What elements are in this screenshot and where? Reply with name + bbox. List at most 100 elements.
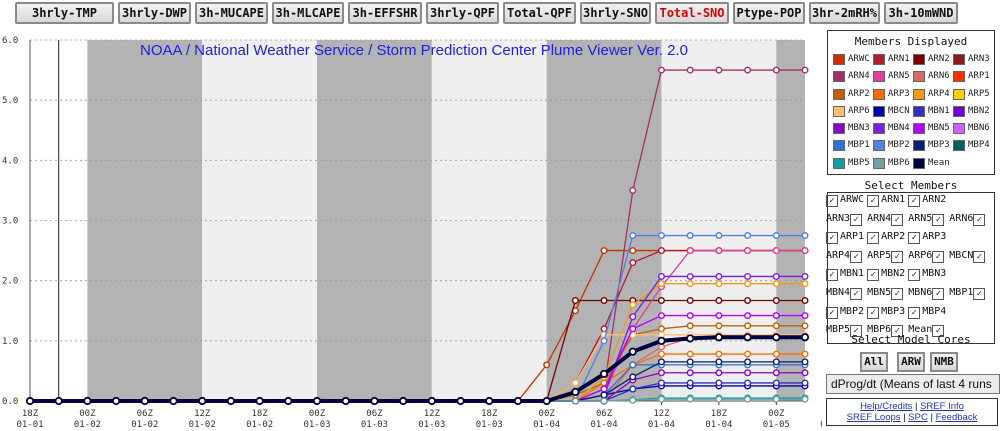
member-checkbox-arn2[interactable]: ✓ ARN2 bbox=[908, 194, 946, 207]
right-panel: Members Displayed ARWC ARN1 ARN2 ARN3 ARN4 AR… bbox=[822, 30, 1000, 427]
member-checkbox-arn3[interactable]: ARN3 ✓ bbox=[826, 213, 864, 226]
checkbox-check-icon[interactable]: ✓ bbox=[908, 232, 921, 245]
checkbox-check-icon[interactable]: ✓ bbox=[850, 250, 863, 263]
checkbox-check-icon[interactable]: ✓ bbox=[932, 287, 945, 300]
member-checkbox-mbp5[interactable]: MBP5 ✓ bbox=[826, 324, 864, 338]
checkbox-check-icon[interactable]: ✓ bbox=[932, 213, 945, 226]
product-button-3h-mucape[interactable]: 3h-MUCAPE bbox=[195, 2, 268, 24]
product-button-3h-effshr[interactable]: 3h-EFFSHR bbox=[348, 2, 422, 24]
product-button-3hrly-qpf[interactable]: 3hrly-QPF bbox=[426, 2, 499, 24]
member-checkbox-arp5[interactable]: ARP5 ✓ bbox=[867, 250, 905, 263]
member-checkbox-arp2[interactable]: ✓ ARP2 bbox=[867, 231, 905, 245]
series-point-arn1 bbox=[657, 247, 665, 255]
checkbox-check-icon[interactable]: ✓ bbox=[826, 195, 838, 207]
checkbox-check-icon[interactable]: ✓ bbox=[867, 232, 880, 245]
product-button-3h-10mwnd[interactable]: 3h-10mWND bbox=[884, 2, 958, 24]
product-button-ptype-pop[interactable]: Ptype-POP bbox=[733, 2, 805, 24]
help-credits-link[interactable]: Help/Credits bbox=[860, 401, 913, 412]
checkbox-check-icon[interactable]: ✓ bbox=[891, 287, 904, 300]
legend-swatch bbox=[913, 105, 925, 117]
core-button-arw[interactable]: ARW bbox=[897, 352, 925, 372]
checkbox-check-icon[interactable]: ✓ bbox=[908, 269, 921, 282]
member-checkbox-mbn5[interactable]: MBN5 ✓ bbox=[867, 287, 905, 300]
product-button-3hrly-sno[interactable]: 3hrly-SNO bbox=[580, 2, 651, 24]
member-checkbox-arp1[interactable]: ✓ ARP1 bbox=[826, 231, 864, 245]
sref-info-link[interactable]: SREF Info bbox=[920, 401, 964, 412]
member-checkbox-arn5[interactable]: ARN5 ✓ bbox=[908, 213, 946, 226]
series-point-arp4 bbox=[629, 301, 637, 309]
product-button-3hrly-tmp[interactable]: 3hrly-TMP bbox=[15, 2, 114, 24]
legend-swatch bbox=[953, 71, 965, 83]
product-button-3hrly-dwp[interactable]: 3hrly-DWP bbox=[118, 2, 191, 24]
model-cores-title: Select Model Cores bbox=[851, 333, 971, 346]
checkbox-check-icon[interactable]: ✓ bbox=[867, 306, 880, 319]
checkbox-check-icon[interactable]: ✓ bbox=[932, 250, 945, 263]
series-point-arn1 bbox=[600, 325, 608, 333]
checkbox-check-icon[interactable]: ✓ bbox=[891, 250, 904, 263]
checkbox-check-icon[interactable]: ✓ bbox=[973, 250, 986, 263]
member-checkbox-mbn6[interactable]: MBN6 ✓ bbox=[908, 287, 946, 300]
legend-label: MBN4 bbox=[888, 123, 910, 134]
dprog-dt-button[interactable]: dProg/dt (Means of last 4 runs bbox=[826, 374, 1000, 394]
legend-swatch bbox=[873, 123, 885, 135]
feedback-link[interactable]: Feedback bbox=[935, 412, 978, 423]
member-checkbox-arwc[interactable]: ✓ ARWC bbox=[826, 194, 864, 207]
y-tick-label: 0.0 bbox=[2, 397, 18, 407]
member-checkbox-arn6[interactable]: ARN6 ✓ bbox=[949, 213, 987, 226]
series-point-arn2 bbox=[715, 297, 723, 305]
checkbox-check-icon[interactable]: ✓ bbox=[908, 195, 921, 207]
checkbox-check-icon[interactable]: ✓ bbox=[850, 287, 863, 300]
checkbox-check-icon[interactable]: ✓ bbox=[850, 213, 863, 226]
series-point-arp4 bbox=[744, 280, 752, 288]
member-checkbox-mean[interactable]: Mean ✓ bbox=[908, 324, 946, 338]
legend-swatch bbox=[833, 71, 845, 83]
product-button-total-qpf[interactable]: Total-QPF bbox=[503, 2, 576, 24]
member-checkbox-mbcn[interactable]: MBCN ✓ bbox=[949, 250, 987, 263]
member-checkbox-arp6[interactable]: ARP6 ✓ bbox=[908, 250, 946, 263]
series-point-arn4 bbox=[629, 186, 637, 194]
member-checkbox-mbp1[interactable]: MBP1 ✓ bbox=[949, 287, 987, 300]
member-checkbox-mbp3[interactable]: ✓ MBP3 bbox=[867, 306, 905, 319]
member-checkbox-arp3[interactable]: ✓ ARP3 bbox=[908, 231, 946, 245]
checkbox-check-icon[interactable]: ✓ bbox=[891, 213, 904, 226]
series-point-mean bbox=[226, 396, 236, 406]
member-checkbox-mbp2[interactable]: ✓ MBP2 bbox=[826, 306, 864, 319]
product-button-3hr-2mrh-[interactable]: 3hr-2mRH% bbox=[809, 2, 880, 24]
series-point-arp2 bbox=[744, 322, 752, 330]
member-checkbox-arp4[interactable]: ARP4 ✓ bbox=[826, 250, 864, 263]
series-point-mean bbox=[542, 396, 551, 406]
checkbox-check-icon[interactable]: ✓ bbox=[826, 232, 838, 245]
series-point-arn4 bbox=[801, 66, 809, 74]
checkbox-check-icon[interactable]: ✓ bbox=[867, 195, 880, 207]
series-point-mean bbox=[112, 396, 121, 406]
member-checkbox-mbp4[interactable]: ✓ MBP4 bbox=[908, 306, 946, 319]
series-point-arn4 bbox=[772, 66, 780, 74]
core-button-all[interactable]: All bbox=[860, 352, 888, 372]
checkbox-check-icon[interactable]: ✓ bbox=[850, 325, 863, 338]
member-checkbox-mbn2[interactable]: ✓ MBN2 bbox=[867, 268, 905, 282]
product-button-total-sno[interactable]: Total-SNO bbox=[655, 2, 729, 24]
core-button-nmb[interactable]: NMB bbox=[930, 352, 958, 372]
checkbox-check-icon[interactable]: ✓ bbox=[891, 325, 904, 338]
x-tick-date-label: 01-01 bbox=[16, 420, 43, 427]
checkbox-check-icon[interactable]: ✓ bbox=[932, 325, 945, 338]
member-checkbox-mbn3[interactable]: ✓ MBN3 bbox=[908, 268, 946, 282]
checkbox-check-icon[interactable]: ✓ bbox=[973, 287, 986, 300]
spc-link[interactable]: SPC bbox=[908, 412, 928, 423]
y-tick-label: 4.0 bbox=[2, 156, 18, 166]
member-checkbox-mbn4[interactable]: MBN4 ✓ bbox=[826, 287, 864, 300]
legend-swatch bbox=[873, 157, 885, 169]
product-button-3h-mlcape[interactable]: 3h-MLCAPE bbox=[272, 2, 344, 24]
checkbox-check-icon[interactable]: ✓ bbox=[867, 269, 880, 282]
member-checkbox-arn4[interactable]: ARN4 ✓ bbox=[867, 213, 905, 226]
member-checkbox-mbn1[interactable]: ✓ MBN1 bbox=[826, 268, 864, 282]
checkbox-check-icon[interactable]: ✓ bbox=[826, 306, 838, 319]
checkbox-check-icon[interactable]: ✓ bbox=[826, 269, 838, 282]
checkbox-check-icon[interactable]: ✓ bbox=[973, 213, 986, 226]
series-point-mbp3 bbox=[715, 358, 723, 366]
checkbox-check-icon[interactable]: ✓ bbox=[908, 306, 921, 319]
member-checkbox-arn1[interactable]: ✓ ARN1 bbox=[867, 194, 905, 207]
sref-loops-link[interactable]: SREF Loops bbox=[846, 412, 901, 423]
member-checkbox-mbp6[interactable]: MBP6 ✓ bbox=[867, 324, 905, 338]
legend-label: Mean bbox=[928, 157, 950, 168]
